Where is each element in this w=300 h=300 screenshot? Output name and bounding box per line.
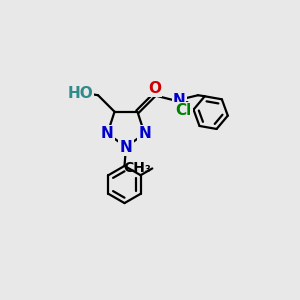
Text: CH₃: CH₃ (123, 161, 151, 176)
Text: N: N (120, 140, 132, 154)
Text: O: O (148, 81, 161, 96)
Text: H: H (179, 100, 189, 112)
Text: HO: HO (67, 86, 93, 101)
Text: Cl: Cl (176, 103, 192, 118)
Text: N: N (138, 126, 151, 141)
Text: N: N (101, 126, 114, 141)
Text: N: N (173, 93, 185, 108)
